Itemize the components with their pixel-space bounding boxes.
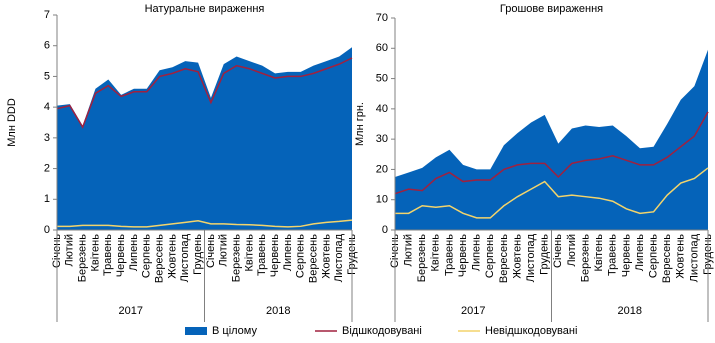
y-tick-label: 4 (44, 101, 50, 113)
line (57, 219, 353, 228)
x-tick-label: Вересень (154, 234, 166, 283)
y-tick-label: 7 (44, 9, 50, 21)
chart-title: Грошове вираження (500, 3, 603, 15)
x-tick-label: Березень (230, 234, 242, 282)
x-tick-label: Березень (77, 234, 89, 282)
legend: В цілому Відшкодовувані Невідшкодовувані (185, 325, 577, 337)
y-tick-label: 10 (376, 194, 388, 206)
x-tick-label: Травень (443, 234, 455, 276)
x-tick-label: Листопад (179, 233, 191, 282)
x-tick-label: Лютий (403, 234, 415, 267)
x-tick-label: Березень (416, 234, 428, 282)
x-tick-label: Квітень (593, 234, 605, 272)
legend-label: Невідшкодовувані (485, 325, 577, 337)
line (394, 111, 709, 195)
x-tick-label: Серпень (647, 234, 659, 278)
y-tick-label: 1 (44, 193, 50, 205)
legend-swatch (185, 327, 207, 335)
year-label: 2017 (461, 305, 485, 317)
x-tick-label: Серпень (141, 234, 153, 278)
x-tick-label: Жовтень (166, 234, 178, 279)
x-tick-label: Жовтень (675, 234, 687, 279)
x-tick-label: Червень (115, 234, 127, 277)
x-tick-label: Листопад (688, 233, 700, 282)
legend-label: В цілому (212, 325, 257, 337)
y-axis-label: Млн DDD (6, 98, 18, 147)
chart-title: Натуральне вираження (145, 3, 265, 15)
year-label: 2018 (618, 305, 642, 317)
x-tick-label: Серпень (484, 234, 496, 278)
x-tick-label: Липень (471, 234, 483, 272)
x-tick-label: Вересень (307, 234, 319, 283)
x-tick-label: Липень (634, 234, 646, 272)
x-tick-label: Березень (579, 234, 591, 282)
x-tick-label: Грудень (192, 234, 204, 275)
x-tick-label: Травень (256, 234, 268, 276)
year-label: 2018 (266, 305, 290, 317)
line (395, 167, 709, 219)
chart: Натуральне вираження Млн DDD 0 1 2 3 4 5 6 7 Січен… (6, 3, 358, 322)
x-tick-label: Листопад (525, 233, 537, 282)
x-tick-label: Травень (607, 234, 619, 276)
y-tick-label: 70 (376, 12, 388, 24)
y-tick-label: 20 (376, 163, 388, 175)
x-tick-label: Грудень (539, 234, 551, 275)
y-tick-label: 5 (44, 70, 50, 82)
y-tick-label: 3 (44, 132, 50, 144)
x-tick-label: Червень (269, 234, 281, 277)
y-tick-label: 0 (44, 224, 50, 236)
y-tick-label: 40 (376, 103, 388, 115)
x-tick-label: Квітень (243, 234, 255, 272)
x-tick-label: Серпень (295, 234, 307, 278)
x-tick-label: Липень (128, 234, 140, 272)
x-tick-label: Жовтень (511, 234, 523, 279)
y-tick-label: 30 (376, 133, 388, 145)
area (395, 49, 708, 230)
chart: Грошове вираження Млн грн. 0 10 20 30 40 50 60 70… (354, 3, 714, 322)
x-tick-label: Червень (457, 234, 469, 277)
x-tick-label: Квітень (89, 234, 101, 272)
x-tick-label: Лютий (218, 234, 230, 267)
legend-label: Відшкодовувані (342, 325, 422, 337)
x-tick-label: Вересень (498, 234, 510, 283)
x-tick-label: Квітень (430, 234, 442, 272)
x-tick-label: Січень (552, 234, 564, 268)
x-tick-label: Вересень (661, 234, 673, 283)
x-tick-label: Листопад (333, 233, 345, 282)
x-tick-label: Лютий (64, 234, 76, 267)
x-tick-label: Жовтень (320, 234, 332, 279)
year-label: 2017 (119, 305, 143, 317)
y-tick-label: 0 (382, 224, 388, 236)
line (56, 57, 353, 129)
y-tick-label: 50 (376, 72, 388, 84)
y-axis-label: Млн грн. (354, 102, 366, 146)
x-tick-label: Січень (205, 234, 217, 268)
x-tick-label: Травень (102, 234, 114, 276)
y-tick-label: 2 (44, 162, 50, 174)
x-tick-label: Лютий (566, 234, 578, 267)
x-tick-label: Липень (282, 234, 294, 272)
x-tick-label: Червень (620, 234, 632, 277)
y-tick-label: 60 (376, 42, 388, 54)
y-tick-label: 6 (44, 40, 50, 52)
